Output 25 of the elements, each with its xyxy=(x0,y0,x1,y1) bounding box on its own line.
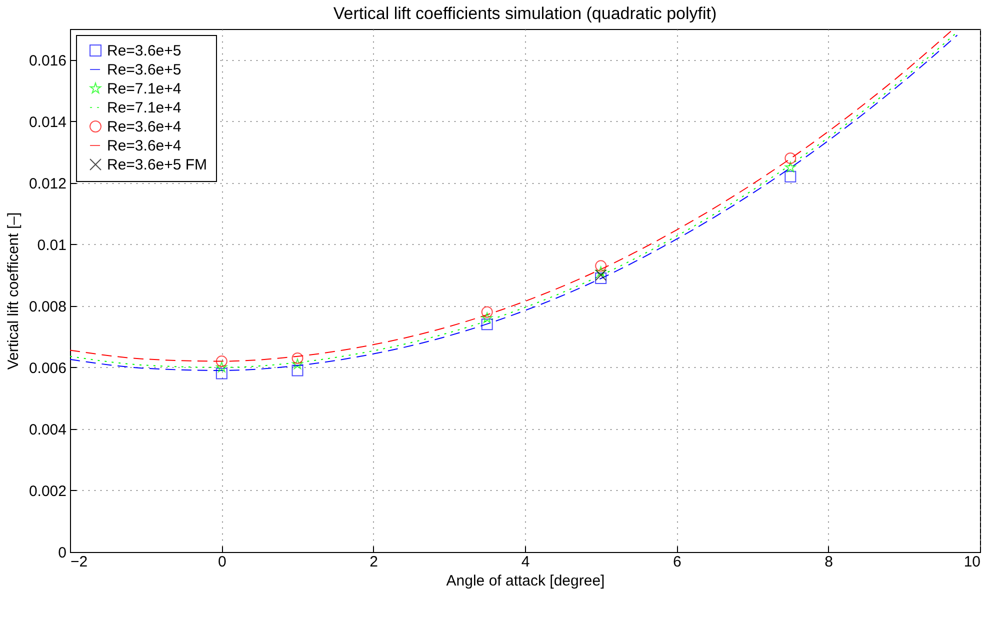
x-tick-label: 4 xyxy=(521,554,530,570)
x-axis-title: Angle of attack [degree] xyxy=(446,572,605,590)
legend-label: Re=3.6e+5 xyxy=(107,62,182,78)
y-axis-title: Vertical lift coefficent [–] xyxy=(4,212,22,370)
y-tick-label: 0.016 xyxy=(28,52,66,70)
y-tick-label: 0.006 xyxy=(28,360,66,377)
x-tick-label: 6 xyxy=(672,554,682,570)
x-tick-label: 8 xyxy=(824,554,834,570)
y-tick-label: 0.008 xyxy=(28,298,66,316)
legend-label: Re=3.6e+4 xyxy=(107,138,182,154)
y-tick-label: 0.004 xyxy=(28,421,66,438)
legend-label: Re=3.6e+5 FM xyxy=(107,156,208,174)
legend-label: Re=7.1e+4 xyxy=(107,100,182,116)
x-tick-label: 10 xyxy=(964,554,980,570)
x-tick-label: 2 xyxy=(370,554,378,570)
x-tick-label: −2 xyxy=(70,554,88,570)
y-tick-label: 0.012 xyxy=(28,175,66,192)
x-tick-label: 0 xyxy=(218,554,226,570)
legend-label: Re=7.1e+4 xyxy=(107,80,182,98)
y-tick-label: 0.014 xyxy=(28,114,66,131)
y-tick-label: 0.002 xyxy=(28,482,66,500)
chart-title: Vertical lift coefficients simulation (quadratic polyfit) xyxy=(333,4,717,23)
legend-label: Re=3.6e+4 xyxy=(107,118,182,136)
y-tick-label: 0.01 xyxy=(37,236,66,254)
legend-label: Re=3.6e+5 xyxy=(107,42,182,60)
